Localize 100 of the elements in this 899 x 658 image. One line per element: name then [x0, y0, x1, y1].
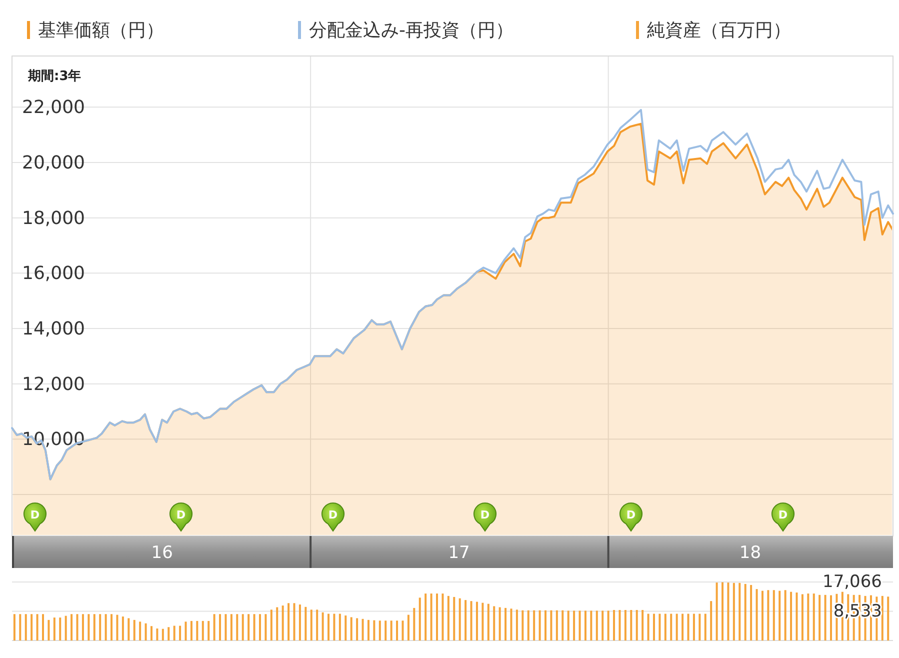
bar [504, 608, 507, 640]
bar [333, 614, 336, 640]
bar [744, 584, 746, 640]
bar [367, 620, 370, 640]
bar [493, 606, 496, 640]
bar [772, 590, 775, 640]
bar [424, 594, 427, 640]
bar [350, 617, 352, 640]
bar [224, 614, 227, 640]
bar [738, 582, 741, 640]
bar [750, 584, 752, 640]
bar [562, 610, 564, 640]
bar [396, 620, 398, 640]
bar [476, 602, 478, 640]
y-tick-label: 17,066 [822, 572, 882, 592]
bar [48, 620, 50, 640]
bar [162, 628, 164, 640]
annotation: 期間:3年 [27, 68, 82, 84]
bar [698, 614, 701, 640]
bar [288, 603, 290, 640]
bar [310, 610, 312, 640]
bar [784, 590, 786, 640]
annotation: D [778, 508, 788, 521]
bar [344, 615, 347, 640]
bar [322, 612, 324, 640]
bar [316, 610, 318, 640]
bar [567, 610, 570, 640]
bar [128, 618, 130, 640]
bar [692, 614, 695, 640]
bar [150, 626, 152, 640]
x-tick-label: 18 [739, 543, 762, 563]
bar [790, 592, 792, 640]
bar [236, 614, 238, 640]
legend-label: 純資産（百万円） [647, 20, 791, 40]
bar [202, 620, 204, 640]
bar [670, 614, 672, 640]
bar [812, 594, 815, 640]
annotation: D [176, 508, 186, 521]
bar [704, 614, 706, 640]
bar [522, 610, 524, 640]
y-tick-label: 16,000 [22, 262, 85, 284]
bar [618, 610, 621, 640]
bar [824, 594, 826, 640]
bar [402, 620, 404, 640]
bar [36, 614, 38, 640]
bar [761, 590, 764, 640]
bar [298, 604, 301, 640]
bar [82, 614, 84, 640]
bar [732, 582, 735, 640]
bar [722, 582, 724, 640]
bar [270, 610, 272, 640]
bar [99, 614, 102, 640]
bar [30, 614, 33, 640]
bar [442, 594, 444, 640]
bar [818, 594, 821, 640]
bar [24, 614, 27, 640]
x-tick-label: 17 [448, 543, 470, 563]
bar [664, 614, 666, 640]
bar [208, 620, 210, 640]
bar [253, 614, 256, 640]
bar [613, 610, 616, 640]
bar [590, 610, 592, 640]
bar [418, 598, 421, 640]
bar [482, 602, 484, 640]
bar [767, 590, 770, 640]
bar [716, 582, 718, 640]
y-tick-label: 20,000 [22, 152, 85, 174]
bar [248, 614, 250, 640]
bar [636, 610, 638, 640]
bar [682, 614, 684, 640]
bar [578, 610, 581, 640]
bar [184, 622, 187, 640]
bar [373, 620, 376, 640]
bar [230, 614, 232, 640]
annotation: D [480, 508, 490, 521]
bar [544, 610, 546, 640]
bar [687, 614, 690, 640]
bar [264, 614, 267, 640]
bar [710, 601, 712, 640]
bar [584, 610, 586, 640]
bar [242, 614, 244, 640]
bar [42, 614, 44, 640]
x-tick-label: 16 [151, 543, 173, 563]
bar [362, 618, 364, 640]
bar [516, 610, 518, 640]
bar [258, 614, 261, 640]
bar [796, 592, 798, 640]
bar [19, 614, 22, 640]
bar [830, 595, 832, 640]
y-tick-label: 22,000 [22, 96, 85, 118]
bar [498, 607, 501, 640]
bar [168, 627, 170, 640]
bar [384, 620, 387, 640]
bar [122, 616, 124, 640]
bar [64, 616, 67, 640]
bar [624, 610, 626, 640]
bar [447, 596, 450, 640]
bar [116, 614, 118, 640]
bar [196, 620, 198, 640]
bar [676, 614, 678, 640]
